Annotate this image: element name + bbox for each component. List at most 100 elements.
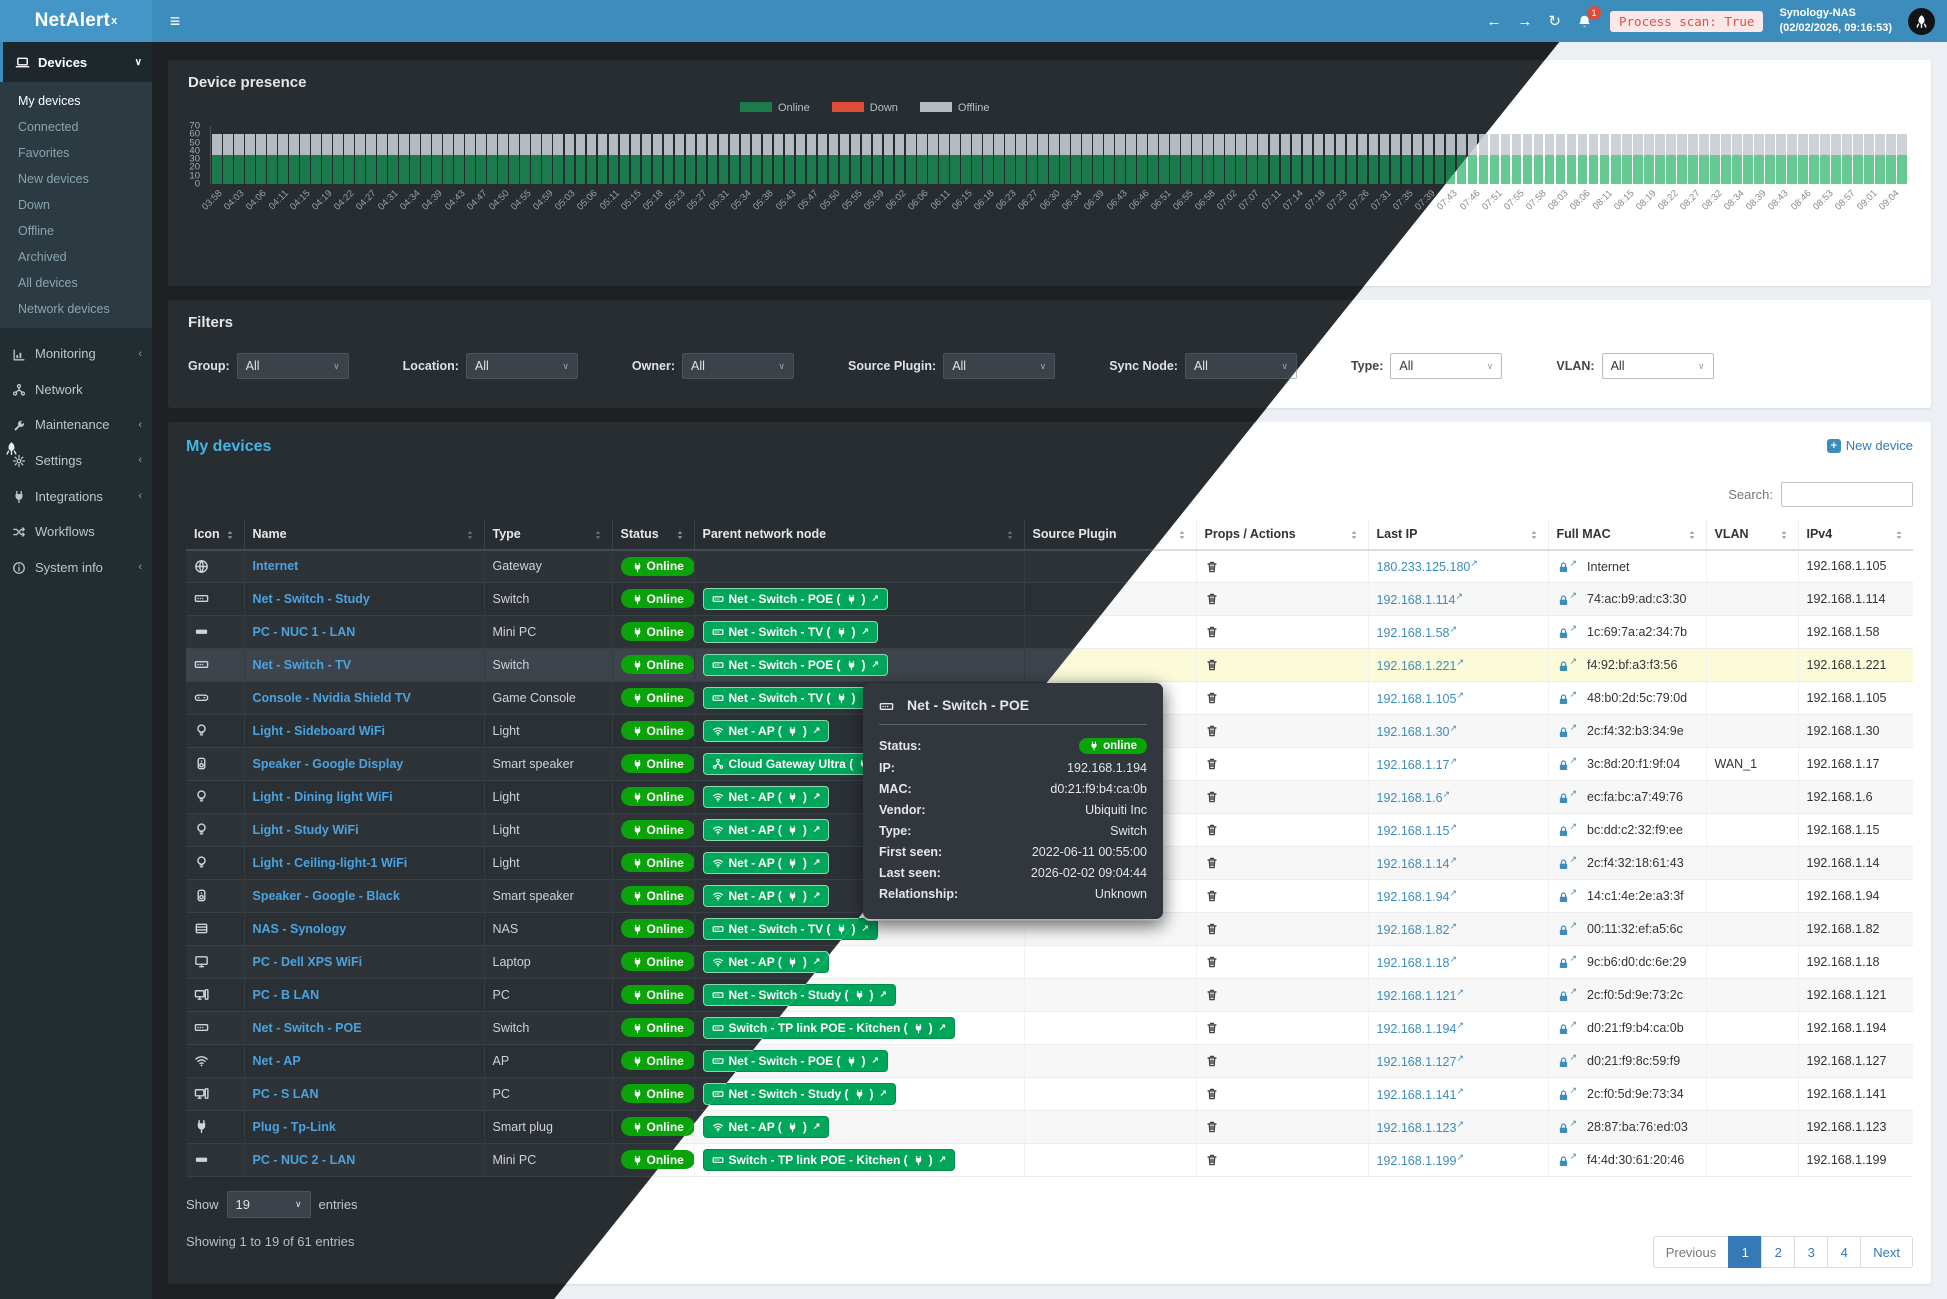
- last-ip-link[interactable]: 192.168.1.121↗: [1376, 986, 1465, 1003]
- pagination-next[interactable]: Next: [1860, 1236, 1913, 1268]
- last-ip-link[interactable]: 192.168.1.15↗: [1376, 821, 1458, 838]
- refresh-icon[interactable]: ↻: [1548, 13, 1561, 30]
- delete-device-button[interactable]: [1205, 822, 1219, 836]
- column-header-type[interactable]: Type: [483, 519, 612, 551]
- delete-device-button[interactable]: [1205, 855, 1219, 869]
- lock-icon[interactable]: ↗: [1557, 1052, 1577, 1068]
- delete-device-button[interactable]: [1205, 624, 1219, 638]
- table-row[interactable]: Net - Switch - Study Switch Online Net - Sw…: [186, 582, 1913, 616]
- last-ip-link[interactable]: 192.168.1.30↗: [1376, 722, 1458, 739]
- last-ip-link[interactable]: 192.168.1.141↗: [1376, 1085, 1465, 1102]
- sidebar-item-integrations[interactable]: Integrations ‹: [0, 478, 152, 514]
- lock-icon[interactable]: ↗: [1557, 788, 1577, 804]
- filter-select-group[interactable]: All∨: [236, 353, 349, 379]
- lock-icon[interactable]: ↗: [1557, 1151, 1577, 1167]
- lock-icon[interactable]: ↗: [1557, 1019, 1577, 1035]
- last-ip-link[interactable]: 192.168.1.58↗: [1376, 623, 1458, 640]
- sidebar-item-my-devices[interactable]: My devices: [18, 94, 81, 108]
- sidebar-item-settings[interactable]: Settings ‹: [0, 443, 152, 479]
- device-name-link[interactable]: Net - Switch - POE: [252, 1020, 362, 1035]
- device-name-link[interactable]: Light - Ceiling-light-1 WiFi: [252, 855, 408, 870]
- device-name-link[interactable]: Console - Nvidia Shield TV: [252, 690, 411, 705]
- device-name-link[interactable]: Net - Switch - Study: [252, 591, 370, 606]
- last-ip-link[interactable]: 192.168.1.14↗: [1376, 854, 1458, 871]
- device-name-link[interactable]: Light - Dining light WiFi: [252, 789, 393, 804]
- parent-node-chip[interactable]: Net - AP ()↗: [702, 884, 830, 907]
- sidebar-item-favorites[interactable]: Favorites: [18, 146, 70, 160]
- parent-node-chip[interactable]: Net - AP ()↗: [702, 785, 830, 808]
- last-ip-link[interactable]: 192.168.1.18↗: [1376, 953, 1458, 970]
- pagination-page-1[interactable]: 1: [1728, 1236, 1763, 1268]
- delete-device-button[interactable]: [1205, 921, 1219, 935]
- forward-arrow-icon[interactable]: →: [1517, 12, 1533, 30]
- sidebar-item-devices[interactable]: Devices ∨: [0, 42, 152, 82]
- column-header-status[interactable]: Status: [611, 519, 694, 551]
- delete-device-button[interactable]: [1205, 657, 1219, 671]
- entries-per-page-select[interactable]: 19∨: [226, 1190, 311, 1218]
- delete-device-button[interactable]: [1205, 591, 1219, 605]
- device-name-link[interactable]: Net - Switch - TV: [252, 657, 352, 672]
- last-ip-link[interactable]: 192.168.1.17↗: [1376, 755, 1458, 772]
- lock-icon[interactable]: ↗: [1557, 590, 1577, 606]
- sidebar-item-monitoring[interactable]: Monitoring ‹: [0, 336, 152, 372]
- sidebar-item-network-devices[interactable]: Network devices: [18, 302, 110, 316]
- parent-node-chip[interactable]: Net - Switch - Study ()↗: [702, 1082, 897, 1105]
- delete-device-button[interactable]: [1205, 954, 1219, 968]
- app-logo[interactable]: NetAlert x: [0, 0, 152, 42]
- delete-device-button[interactable]: [1205, 789, 1219, 803]
- delete-device-button[interactable]: [1205, 888, 1219, 902]
- lock-icon[interactable]: ↗: [1557, 887, 1577, 903]
- last-ip-link[interactable]: 180.233.125.180↗: [1376, 558, 1478, 575]
- lock-icon[interactable]: ↗: [1557, 920, 1577, 936]
- parent-node-chip[interactable]: Net - AP ()↗: [702, 851, 830, 874]
- last-ip-link[interactable]: 192.168.1.194↗: [1376, 1019, 1465, 1036]
- delete-device-button[interactable]: [1205, 1119, 1219, 1133]
- lock-icon[interactable]: ↗: [1557, 953, 1577, 969]
- back-arrow-icon[interactable]: ←: [1486, 12, 1502, 30]
- last-ip-link[interactable]: 192.168.1.221↗: [1376, 656, 1465, 673]
- last-ip-link[interactable]: 192.168.1.114↗: [1376, 590, 1464, 607]
- filter-select-source-plugin[interactable]: All∨: [943, 353, 1056, 379]
- parent-node-chip[interactable]: Net - Switch - TV ()↗: [702, 620, 879, 643]
- pagination-page-4[interactable]: 4: [1827, 1236, 1862, 1268]
- delete-device-button[interactable]: [1205, 723, 1219, 737]
- last-ip-link[interactable]: 192.168.1.82↗: [1376, 920, 1458, 937]
- pagination-page-3[interactable]: 3: [1794, 1236, 1829, 1268]
- last-ip-link[interactable]: 192.168.1.123↗: [1376, 1118, 1465, 1135]
- column-header-ipv4[interactable]: IPv4: [1797, 519, 1913, 551]
- delete-device-button[interactable]: [1205, 559, 1219, 573]
- sidebar-item-connected[interactable]: Connected: [18, 120, 79, 134]
- last-ip-link[interactable]: 192.168.1.94↗: [1376, 887, 1458, 904]
- delete-device-button[interactable]: [1205, 756, 1219, 770]
- device-name-link[interactable]: PC - S LAN: [252, 1086, 319, 1101]
- filter-select-type[interactable]: All∨: [1390, 353, 1503, 379]
- lock-icon[interactable]: ↗: [1557, 623, 1577, 639]
- sidebar-item-new-devices[interactable]: New devices: [18, 172, 89, 186]
- filter-select-sync-node[interactable]: All∨: [1184, 353, 1297, 379]
- parent-node-chip[interactable]: Net - AP ()↗: [702, 719, 830, 742]
- sidebar-item-all-devices[interactable]: All devices: [18, 276, 78, 290]
- sidebar-item-down[interactable]: Down: [18, 198, 50, 212]
- lock-icon[interactable]: ↗: [1557, 1085, 1577, 1101]
- column-header-parent-network-node[interactable]: Parent network node: [693, 519, 1024, 551]
- column-header-vlan[interactable]: VLAN: [1705, 519, 1798, 551]
- pagination-page-2[interactable]: 2: [1761, 1236, 1796, 1268]
- sidebar-item-workflows[interactable]: Workflows: [0, 514, 152, 550]
- last-ip-link[interactable]: 192.168.1.199↗: [1376, 1151, 1465, 1168]
- device-name-link[interactable]: Light - Study WiFi: [252, 822, 359, 837]
- delete-device-button[interactable]: [1205, 1152, 1219, 1166]
- last-ip-link[interactable]: 192.168.1.105↗: [1376, 689, 1465, 706]
- parent-node-chip[interactable]: Switch - TP link POE - Kitchen ()↗: [702, 1148, 956, 1171]
- device-name-link[interactable]: PC - B LAN: [252, 987, 320, 1002]
- column-header-icon[interactable]: Icon: [186, 519, 244, 551]
- column-header-name[interactable]: Name: [243, 519, 484, 551]
- parent-node-chip[interactable]: Net - Switch - TV ()↗: [702, 686, 879, 709]
- sidebar-item-offline[interactable]: Offline: [18, 224, 54, 238]
- delete-device-button[interactable]: [1205, 1020, 1219, 1034]
- parent-node-chip[interactable]: Net - AP ()↗: [702, 950, 830, 973]
- search-input[interactable]: [1781, 482, 1913, 507]
- device-name-link[interactable]: Light - Sideboard WiFi: [252, 723, 386, 738]
- lock-icon[interactable]: ↗: [1557, 656, 1577, 672]
- column-header-full-mac[interactable]: Full MAC: [1547, 519, 1706, 551]
